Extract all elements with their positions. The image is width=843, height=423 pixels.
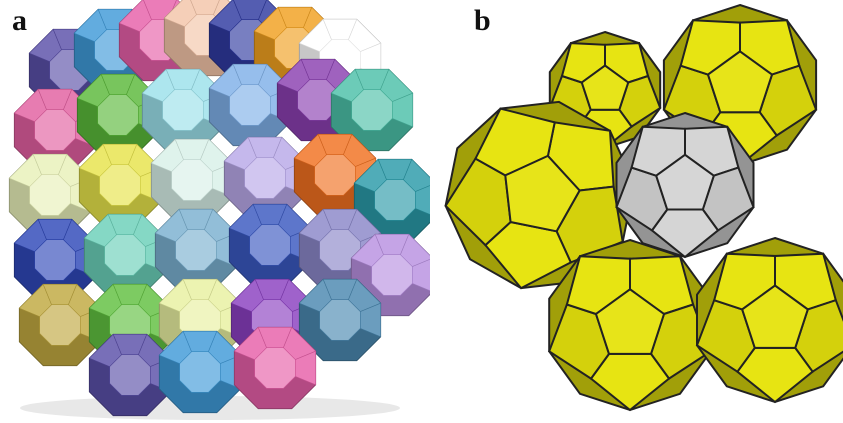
polyhedron-cell — [154, 208, 238, 292]
polyhedron-cell — [18, 283, 102, 367]
polyhedron-cell — [223, 136, 307, 220]
panel-a-label: a — [12, 4, 27, 37]
polyhedron-cell — [298, 278, 382, 362]
polyhedron-cell — [150, 138, 234, 222]
panel-b: b — [430, 0, 843, 423]
polyhedron-cell — [233, 326, 317, 410]
dodecahedra-cluster — [444, 3, 843, 412]
dodecahedron-bottom-right — [695, 236, 843, 404]
polyhedron-cell — [141, 68, 225, 152]
polyhedron-cell — [208, 63, 292, 147]
polyhedron-cell — [83, 213, 167, 297]
dodecahedron-bottom-left — [547, 238, 713, 412]
panel-b-label: b — [474, 4, 491, 37]
polyhedron-cell — [78, 143, 162, 227]
polyhedron-cell — [353, 158, 430, 242]
polyhedron-cell — [8, 153, 92, 237]
truncated-octahedra-packing — [8, 0, 430, 420]
polyhedron-cell — [88, 333, 172, 417]
panel-a: a — [8, 0, 430, 420]
polyhedron-cell — [228, 203, 312, 287]
polyhedron-cell — [158, 330, 242, 414]
polyhedron-cell — [330, 68, 414, 152]
dodecahedron-gray-center — [615, 111, 755, 259]
dodecahedron-left — [444, 100, 636, 290]
